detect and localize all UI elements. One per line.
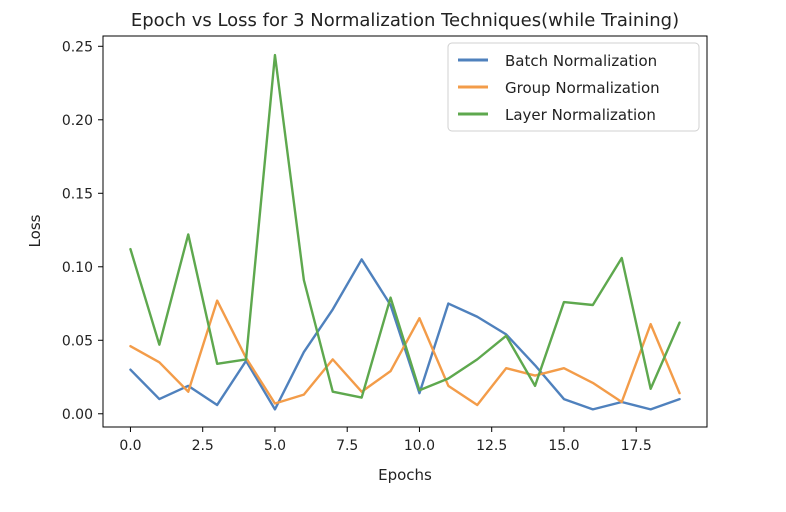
x-tick-label: 15.0 bbox=[548, 438, 579, 454]
y-tick-label: 0.15 bbox=[62, 186, 93, 202]
y-axis-label: Loss bbox=[26, 214, 44, 247]
x-tick-label: 12.5 bbox=[476, 438, 507, 454]
y-tick-label: 0.00 bbox=[62, 407, 93, 423]
series-line-1 bbox=[129, 258, 681, 411]
legend-label-batch: Batch Normalization bbox=[505, 52, 657, 70]
x-tick-label: 7.5 bbox=[336, 438, 358, 454]
x-tick-label: 5.0 bbox=[264, 438, 286, 454]
y-axis: 0.00 0.05 0.10 0.15 0.20 0.25 bbox=[62, 39, 103, 423]
legend-label-group: Group Normalization bbox=[505, 79, 660, 97]
legend-label-layer: Layer Normalization bbox=[505, 106, 656, 124]
x-tick-label: 2.5 bbox=[192, 438, 214, 454]
x-axis: 0.0 2.5 5.0 7.5 10.0 12.5 15.0 17.5 bbox=[119, 427, 652, 454]
plot-frame bbox=[102, 35, 708, 428]
legend-box bbox=[447, 42, 700, 132]
x-axis-label: Epochs bbox=[378, 466, 432, 484]
series-layer bbox=[129, 53, 681, 411]
legend: Batch Normalization Group Normalization … bbox=[447, 42, 700, 132]
y-tick-label: 0.05 bbox=[62, 333, 93, 349]
y-tick-label: 0.10 bbox=[62, 260, 93, 276]
chart-title: Epoch vs Loss for 3 Normalization Techni… bbox=[131, 10, 679, 31]
y-tick-label: 0.20 bbox=[62, 113, 93, 129]
x-tick-label: 10.0 bbox=[404, 438, 435, 454]
series-line-3 bbox=[129, 53, 681, 399]
x-tick-label: 17.5 bbox=[621, 438, 652, 454]
plot-area bbox=[102, 35, 708, 428]
x-tick-label: 0.0 bbox=[119, 438, 141, 454]
y-tick-label: 0.25 bbox=[62, 39, 93, 55]
